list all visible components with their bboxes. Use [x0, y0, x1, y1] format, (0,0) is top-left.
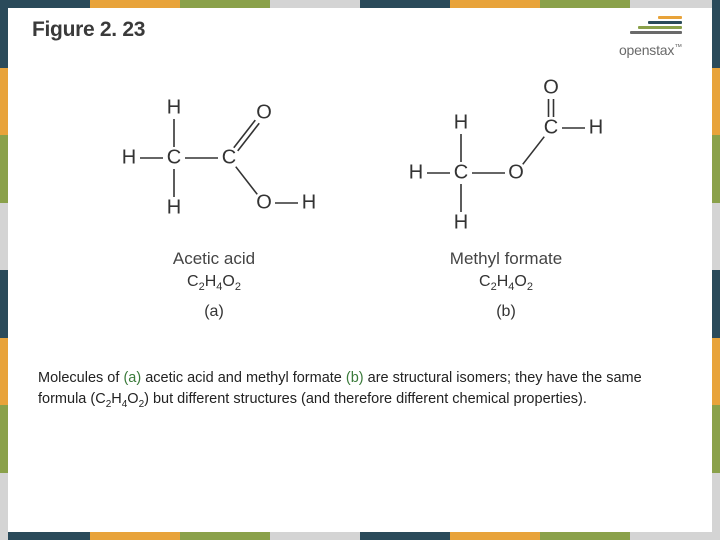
- molecule-a-box: H C H H C O O H Acetic acid C2H4O2 (a): [84, 78, 344, 321]
- svg-text:C: C: [544, 116, 558, 138]
- diagram-area: HCHHCOOH Acetic acid C2H4O2 (a) HCHHOCOH…: [68, 78, 652, 338]
- svg-text:H: H: [454, 211, 468, 233]
- svg-text:H: H: [409, 161, 423, 183]
- molecule-a-structure: H C H H C O O H: [99, 78, 329, 238]
- molecule-b-formula: C2H4O2: [376, 273, 636, 293]
- molecule-a-formula: C2H4O2: [84, 273, 344, 293]
- molecule-b-name: Methyl formate: [376, 249, 636, 269]
- svg-text:O: O: [508, 161, 524, 183]
- svg-text:C: C: [454, 161, 468, 183]
- svg-text:H: H: [167, 196, 181, 218]
- molecule-b-box: HCHHOCOH Methyl formate C2H4O2 (b): [376, 78, 636, 321]
- content-area: Figure 2. 23 openstax™ HCHHCOOH Acetic a…: [8, 8, 712, 532]
- border-bottom: [0, 532, 720, 540]
- svg-text:C: C: [222, 146, 236, 168]
- svg-text:H: H: [302, 191, 316, 213]
- logo-word: openstax: [619, 42, 674, 58]
- svg-text:O: O: [256, 101, 272, 123]
- svg-text:H: H: [589, 116, 603, 138]
- svg-text:H: H: [122, 146, 136, 168]
- caption-part: O: [127, 391, 138, 407]
- logo-book-icon: [630, 14, 682, 36]
- svg-text:C: C: [167, 146, 181, 168]
- svg-text:H: H: [454, 111, 468, 133]
- border-left: [0, 0, 8, 540]
- svg-text:O: O: [543, 78, 559, 98]
- svg-text:O: O: [256, 191, 272, 213]
- svg-text:H: H: [167, 96, 181, 118]
- slide-frame: Figure 2. 23 openstax™ HCHHCOOH Acetic a…: [0, 0, 720, 540]
- caption-part: acetic acid and methyl formate: [141, 370, 346, 386]
- border-right: [712, 0, 720, 540]
- openstax-logo: openstax™: [619, 14, 682, 58]
- logo-text: openstax™: [619, 42, 682, 58]
- caption-part: H: [111, 391, 121, 407]
- molecule-a-letter: (a): [84, 303, 344, 321]
- logo-tm: ™: [674, 42, 682, 51]
- caption-text: Molecules of (a) acetic acid and methyl …: [38, 368, 682, 412]
- caption-part: Molecules of: [38, 370, 123, 386]
- caption-highlight-a: (a): [123, 370, 141, 386]
- molecule-b-letter: (b): [376, 303, 636, 321]
- figure-title: Figure 2. 23: [32, 18, 688, 42]
- caption-part: ) but different structures (and therefor…: [144, 391, 587, 407]
- border-top: [0, 0, 720, 8]
- header: Figure 2. 23 openstax™: [32, 18, 688, 68]
- molecule-b-structure: HCHHOCOH: [391, 78, 621, 238]
- molecule-a-name: Acetic acid: [84, 249, 344, 269]
- caption-highlight-b: (b): [346, 370, 364, 386]
